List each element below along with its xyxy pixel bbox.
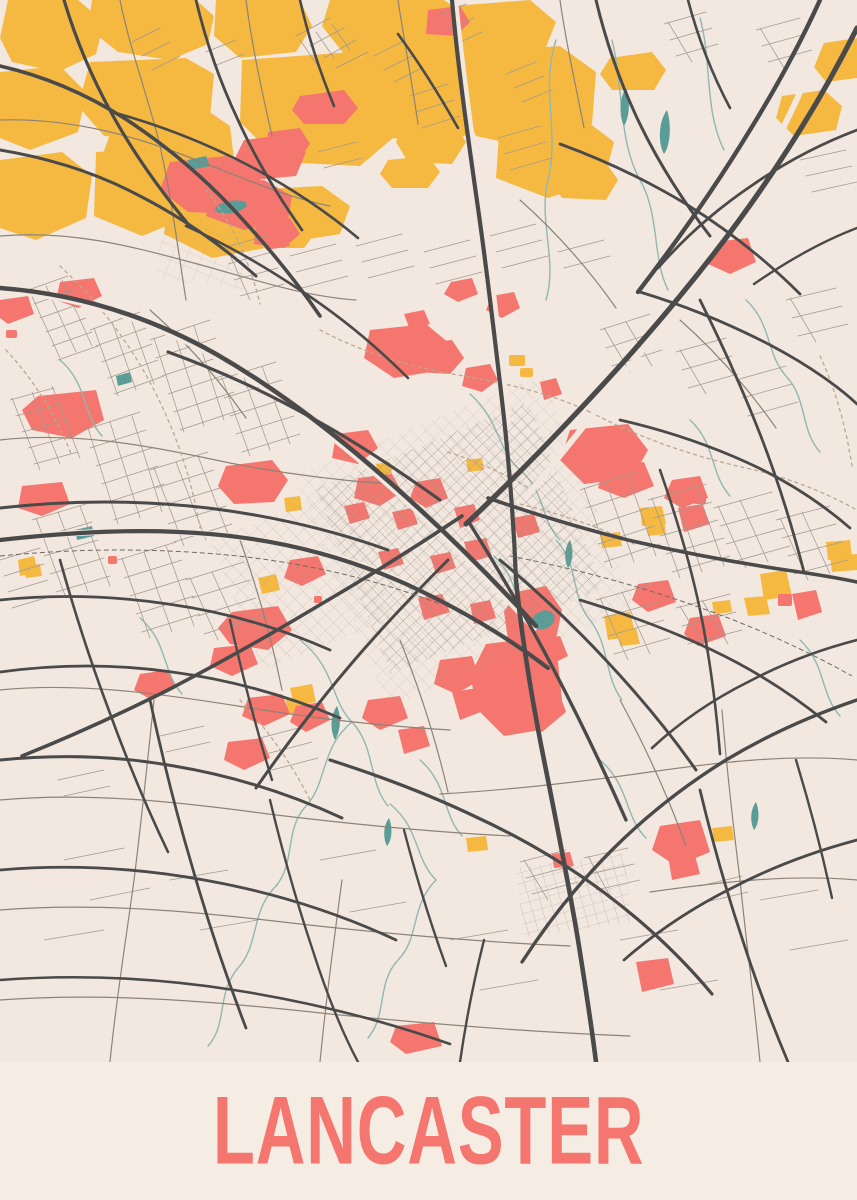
city-map-svg[interactable] bbox=[0, 0, 857, 1062]
map-canvas[interactable] bbox=[0, 0, 857, 1062]
page-title: LANCASTER bbox=[212, 1077, 645, 1185]
arterial-roads bbox=[0, 0, 857, 1062]
railway-lines bbox=[0, 549, 853, 677]
poster-title-band: LANCASTER bbox=[0, 1062, 857, 1200]
